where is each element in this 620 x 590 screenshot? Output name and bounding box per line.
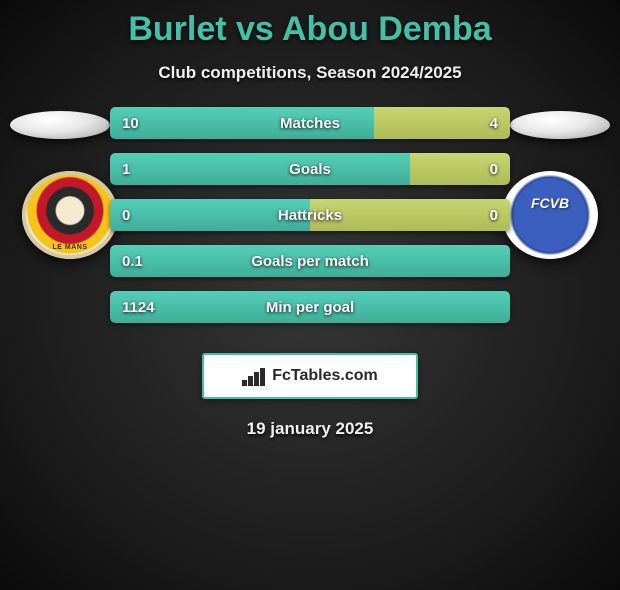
stat-label: Min per goal bbox=[110, 291, 510, 323]
stat-label: Goals bbox=[110, 153, 510, 185]
stat-right-value: 0 bbox=[490, 199, 498, 231]
stat-label: Hattricks bbox=[110, 199, 510, 231]
stat-label: Matches bbox=[110, 107, 510, 139]
subtitle: Club competitions, Season 2024/2025 bbox=[0, 63, 620, 83]
stat-row-goals: 1Goals0 bbox=[110, 153, 510, 185]
club-logo-left bbox=[22, 171, 118, 259]
stat-row-matches: 10Matches4 bbox=[110, 107, 510, 139]
stat-row-min-per-goal: 1124Min per goal bbox=[110, 291, 510, 323]
stat-row-goals-per-match: 0.1Goals per match bbox=[110, 245, 510, 277]
snapshot-date: 19 january 2025 bbox=[0, 419, 620, 439]
page-title: Burlet vs Abou Demba bbox=[0, 10, 620, 49]
stat-bars: 10Matches41Goals00Hattricks00.1Goals per… bbox=[110, 107, 510, 337]
bar-chart-icon bbox=[242, 366, 266, 386]
brand-text: FcTables.com bbox=[272, 367, 378, 385]
brand-box[interactable]: FcTables.com bbox=[202, 353, 418, 399]
stat-right-value: 4 bbox=[490, 107, 498, 139]
player-photo-left bbox=[10, 111, 110, 139]
comparison-arena: 10Matches41Goals00Hattricks00.1Goals per… bbox=[0, 107, 620, 347]
player-photo-right bbox=[510, 111, 610, 139]
stat-row-hattricks: 0Hattricks0 bbox=[110, 199, 510, 231]
stat-right-value: 0 bbox=[490, 153, 498, 185]
stat-label: Goals per match bbox=[110, 245, 510, 277]
club-logo-right bbox=[502, 171, 598, 259]
